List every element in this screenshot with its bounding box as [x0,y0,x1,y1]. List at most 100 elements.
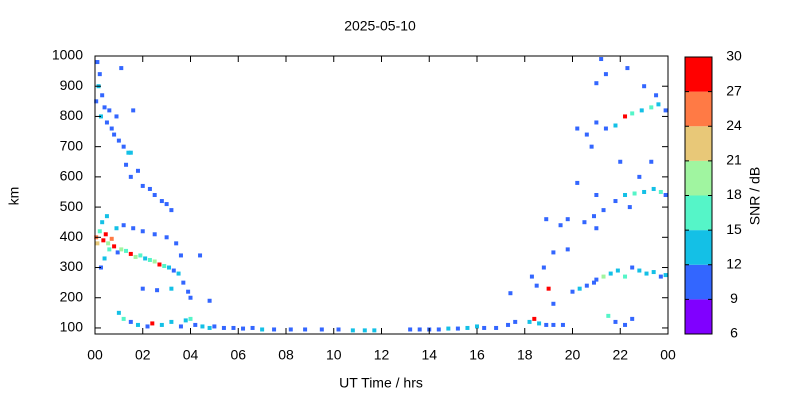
data-point [637,174,642,179]
data-point [436,327,441,332]
data-point [551,250,556,255]
data-point [494,325,499,330]
data-point [565,247,570,252]
data-point [658,274,663,279]
data-point [164,202,169,207]
colorbar-tick-label: 27 [726,82,742,98]
data-point [104,120,109,125]
colorbar-tick-label: 6 [730,325,738,341]
data-point [272,327,277,332]
data-point [109,236,114,241]
chart-title: 2025-05-10 [344,18,416,34]
data-point [140,286,145,291]
data-point [529,274,534,279]
data-point [599,57,604,62]
data-point [140,183,145,188]
data-point [207,325,212,330]
data-point [176,271,181,276]
data-point [100,220,105,225]
data-point [121,316,126,321]
data-point [594,120,599,125]
data-point [188,316,193,321]
x-tick-label: 20 [565,347,581,363]
data-point [212,324,217,329]
data-point [133,254,138,259]
data-point [591,280,596,285]
data-point [475,324,479,329]
data-point [372,328,377,333]
colorbar-segment [685,160,712,196]
data-point [623,274,628,279]
data-point [551,301,556,306]
data-point [169,286,174,291]
data-point [147,257,152,262]
data-point [128,319,133,324]
colorbar-tick-label: 24 [726,117,742,133]
colorbar-tick-label: 18 [726,186,742,202]
x-tick-label: 18 [517,347,533,363]
data-point [186,289,191,294]
data-point [147,186,152,191]
data-point [506,322,511,327]
data-point [537,321,542,326]
data-point [544,217,549,222]
data-point [106,241,111,246]
data-point [589,144,594,149]
data-point [618,159,623,164]
data-point [145,324,150,329]
data-point [637,268,642,273]
colorbar-segment [685,195,712,231]
data-point [350,328,355,333]
data-point [131,108,136,113]
data-point [541,265,546,270]
x-tick-label: 00 [660,347,676,363]
data-point [159,322,164,327]
data-point [623,322,628,327]
data-point [101,238,106,243]
y-tick-label: 100 [60,319,84,335]
colorbar-segment [685,230,712,265]
data-point [408,327,413,332]
data-point [207,298,212,303]
colorbar-tick-label: 15 [726,221,742,237]
colorbar-tick-label: 21 [726,152,742,168]
data-point [575,126,580,131]
data-point [119,247,124,252]
data-point [656,102,661,107]
data-point [221,325,226,330]
data-point [623,193,628,197]
y-tick-label: 700 [60,137,84,153]
y-tick-label: 600 [60,168,84,184]
data-point [455,326,460,331]
y-axis-label: km [6,187,22,206]
data-point [128,251,133,256]
data-point [241,326,246,331]
data-point [584,132,589,137]
data-point [150,321,155,326]
data-point [565,217,570,222]
y-tick-label: 400 [60,228,84,244]
data-point [601,208,606,213]
data-point [152,193,157,197]
colorbar-segment [685,299,712,334]
data-point [250,325,255,330]
data-point [642,189,647,194]
data-point [558,223,563,228]
data-point [630,265,635,270]
x-tick-label: 12 [374,347,390,363]
data-point [594,277,599,282]
x-tick-label: 02 [135,347,151,363]
data-point [608,271,613,276]
data-point [119,66,124,71]
x-tick-label: 04 [183,347,199,363]
data-point [143,256,148,261]
data-point [198,253,203,258]
colorbar-segment [685,126,712,161]
data-point [124,248,129,253]
data-point [112,132,117,137]
data-point [102,256,107,261]
data-point [135,168,140,173]
data-point [319,327,324,332]
data-point [663,193,668,197]
data-point [577,286,582,291]
